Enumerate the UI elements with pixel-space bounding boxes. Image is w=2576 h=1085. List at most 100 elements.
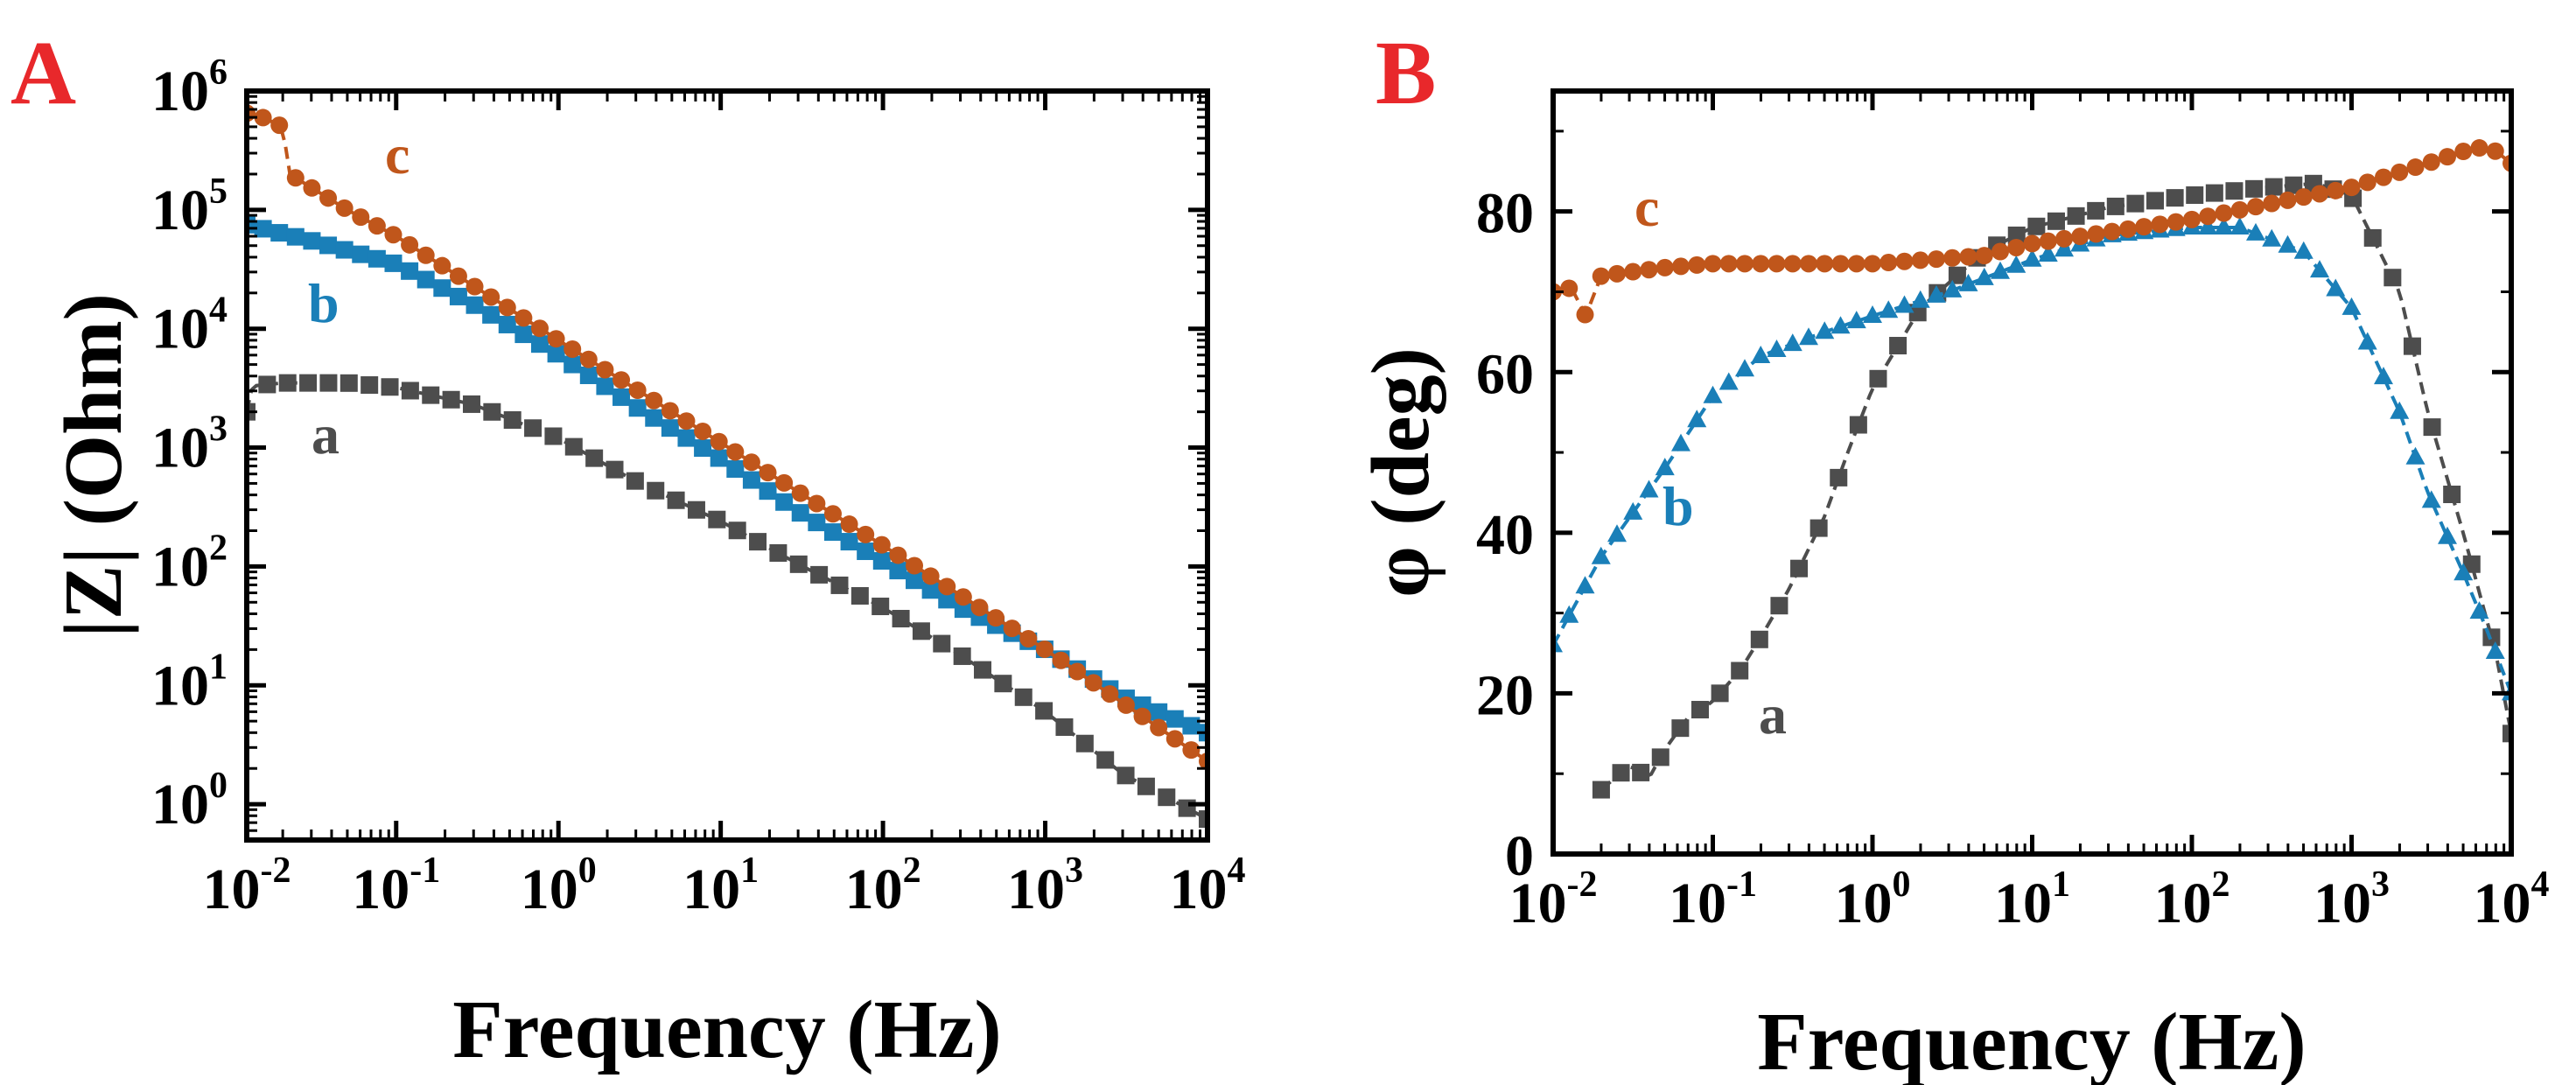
series-c-marker <box>1847 255 1866 273</box>
series-a-marker <box>381 378 399 396</box>
x-tick-label: 100 <box>1835 864 1911 935</box>
series-c-marker <box>759 464 777 482</box>
series-a-marker <box>585 449 604 467</box>
series-a-marker <box>544 427 563 445</box>
x-tick-label: 100 <box>521 850 597 921</box>
series-b-marker <box>2326 278 2346 297</box>
series-c-marker <box>2439 148 2456 166</box>
series-c-marker <box>1928 250 1945 269</box>
series-a-marker <box>2363 228 2382 247</box>
series-b-marker <box>2293 241 2314 259</box>
series-a-marker <box>994 675 1012 693</box>
series-a-marker <box>1592 780 1610 799</box>
series-b-marker <box>270 224 289 242</box>
series-c-marker <box>1084 674 1102 692</box>
series-c-marker <box>2039 232 2057 250</box>
series-c-marker <box>987 609 1005 627</box>
series-c-marker <box>1880 254 1898 272</box>
x-tick-label: 101 <box>1994 864 2070 935</box>
panel-a-xticks: 10-2 10-1 100 101 102 103 104 <box>203 91 1246 921</box>
series-a-marker <box>1612 764 1630 782</box>
series-c-marker <box>2486 142 2504 160</box>
series-b-marker <box>1735 359 1754 377</box>
series-c-marker <box>1003 620 1021 638</box>
y-tick-label: 101 <box>151 647 228 718</box>
series-a-marker <box>872 598 890 616</box>
series-b-marker <box>954 600 972 619</box>
series-b-marker <box>2054 239 2074 257</box>
panel-b-yticks: 0 20 40 60 80 <box>1476 130 2511 888</box>
series-a-marker <box>953 647 971 665</box>
series-a-marker <box>1869 369 1887 388</box>
series-a-marker <box>606 460 624 479</box>
series-a-marker <box>2403 337 2421 355</box>
series-a-marker <box>1690 701 1709 719</box>
series-b-marker <box>889 562 907 580</box>
series-b-marker <box>921 581 940 599</box>
x-tick-label: 102 <box>2154 864 2230 935</box>
series-a-marker <box>1014 688 1032 706</box>
series-c-marker <box>1943 248 1962 267</box>
series-b-marker <box>628 399 647 417</box>
y-tick-label: 103 <box>151 410 228 480</box>
series-c-marker <box>612 371 631 389</box>
series-c-marker <box>1116 696 1135 714</box>
series-b-marker <box>1150 703 1168 721</box>
series-a-marker <box>2047 212 2065 230</box>
series-c-marker <box>482 288 500 306</box>
series-b-marker <box>368 249 386 268</box>
series-a-marker <box>687 500 705 519</box>
series-c-marker <box>857 525 875 543</box>
series-c-marker <box>1608 264 1626 283</box>
series-a-marker <box>1116 766 1135 785</box>
series-a-marker <box>442 390 460 409</box>
series-b-marker <box>2454 563 2474 581</box>
panel-a-ylabel: |Z| (Ohm) <box>48 293 139 638</box>
series-c-marker <box>2007 238 2026 256</box>
panel-a-annotation-c: c <box>385 123 410 186</box>
series-b-marker <box>547 345 565 363</box>
series-c-marker <box>449 267 467 285</box>
panel-label-a: A <box>10 23 76 123</box>
series-c-marker <box>401 235 419 254</box>
series-c-marker <box>791 484 809 502</box>
panel-a-yticks: 100 101 102 103 104 105 106 <box>151 52 1208 836</box>
series-a-marker <box>2264 178 2283 196</box>
series-c-marker <box>2390 163 2409 181</box>
series-c-marker <box>547 330 565 348</box>
series-b-marker <box>808 514 826 532</box>
series-a-marker <box>2443 486 2461 504</box>
series-a-marker <box>912 622 930 640</box>
series-b-marker <box>482 305 500 324</box>
series-b-marker <box>2405 446 2426 465</box>
series-a-marker <box>2186 186 2204 204</box>
series-b-marker <box>2469 601 2489 620</box>
panel-b-annotation-b: b <box>1662 475 1694 537</box>
series-c-marker <box>921 567 940 585</box>
series-c-marker <box>2358 173 2376 192</box>
series-b <box>247 215 1208 742</box>
series-a-marker <box>2205 184 2223 202</box>
series-b-marker <box>596 377 614 396</box>
series-a-marker <box>1830 468 1848 486</box>
series-b-marker <box>335 241 354 259</box>
series-b-marker <box>938 591 956 609</box>
series-b-marker <box>449 287 467 305</box>
series-c-marker <box>1101 685 1119 704</box>
series-b-marker <box>1991 261 2010 279</box>
series-a-marker <box>462 395 480 413</box>
series-a-marker <box>749 533 767 551</box>
series-a-marker <box>258 375 276 394</box>
series-b-marker <box>726 459 745 478</box>
series-b-marker <box>2357 332 2377 350</box>
x-tick-label: 103 <box>1007 850 1083 921</box>
series-a-marker <box>360 376 379 395</box>
series-a-marker <box>2087 201 2105 220</box>
series-c-marker <box>1640 261 1658 279</box>
y-tick-label: 20 <box>1476 663 1534 727</box>
series-c-marker <box>564 340 582 358</box>
series-a-marker <box>2007 226 2026 244</box>
series-a-marker <box>2067 206 2085 225</box>
series-c-marker <box>2327 181 2345 200</box>
